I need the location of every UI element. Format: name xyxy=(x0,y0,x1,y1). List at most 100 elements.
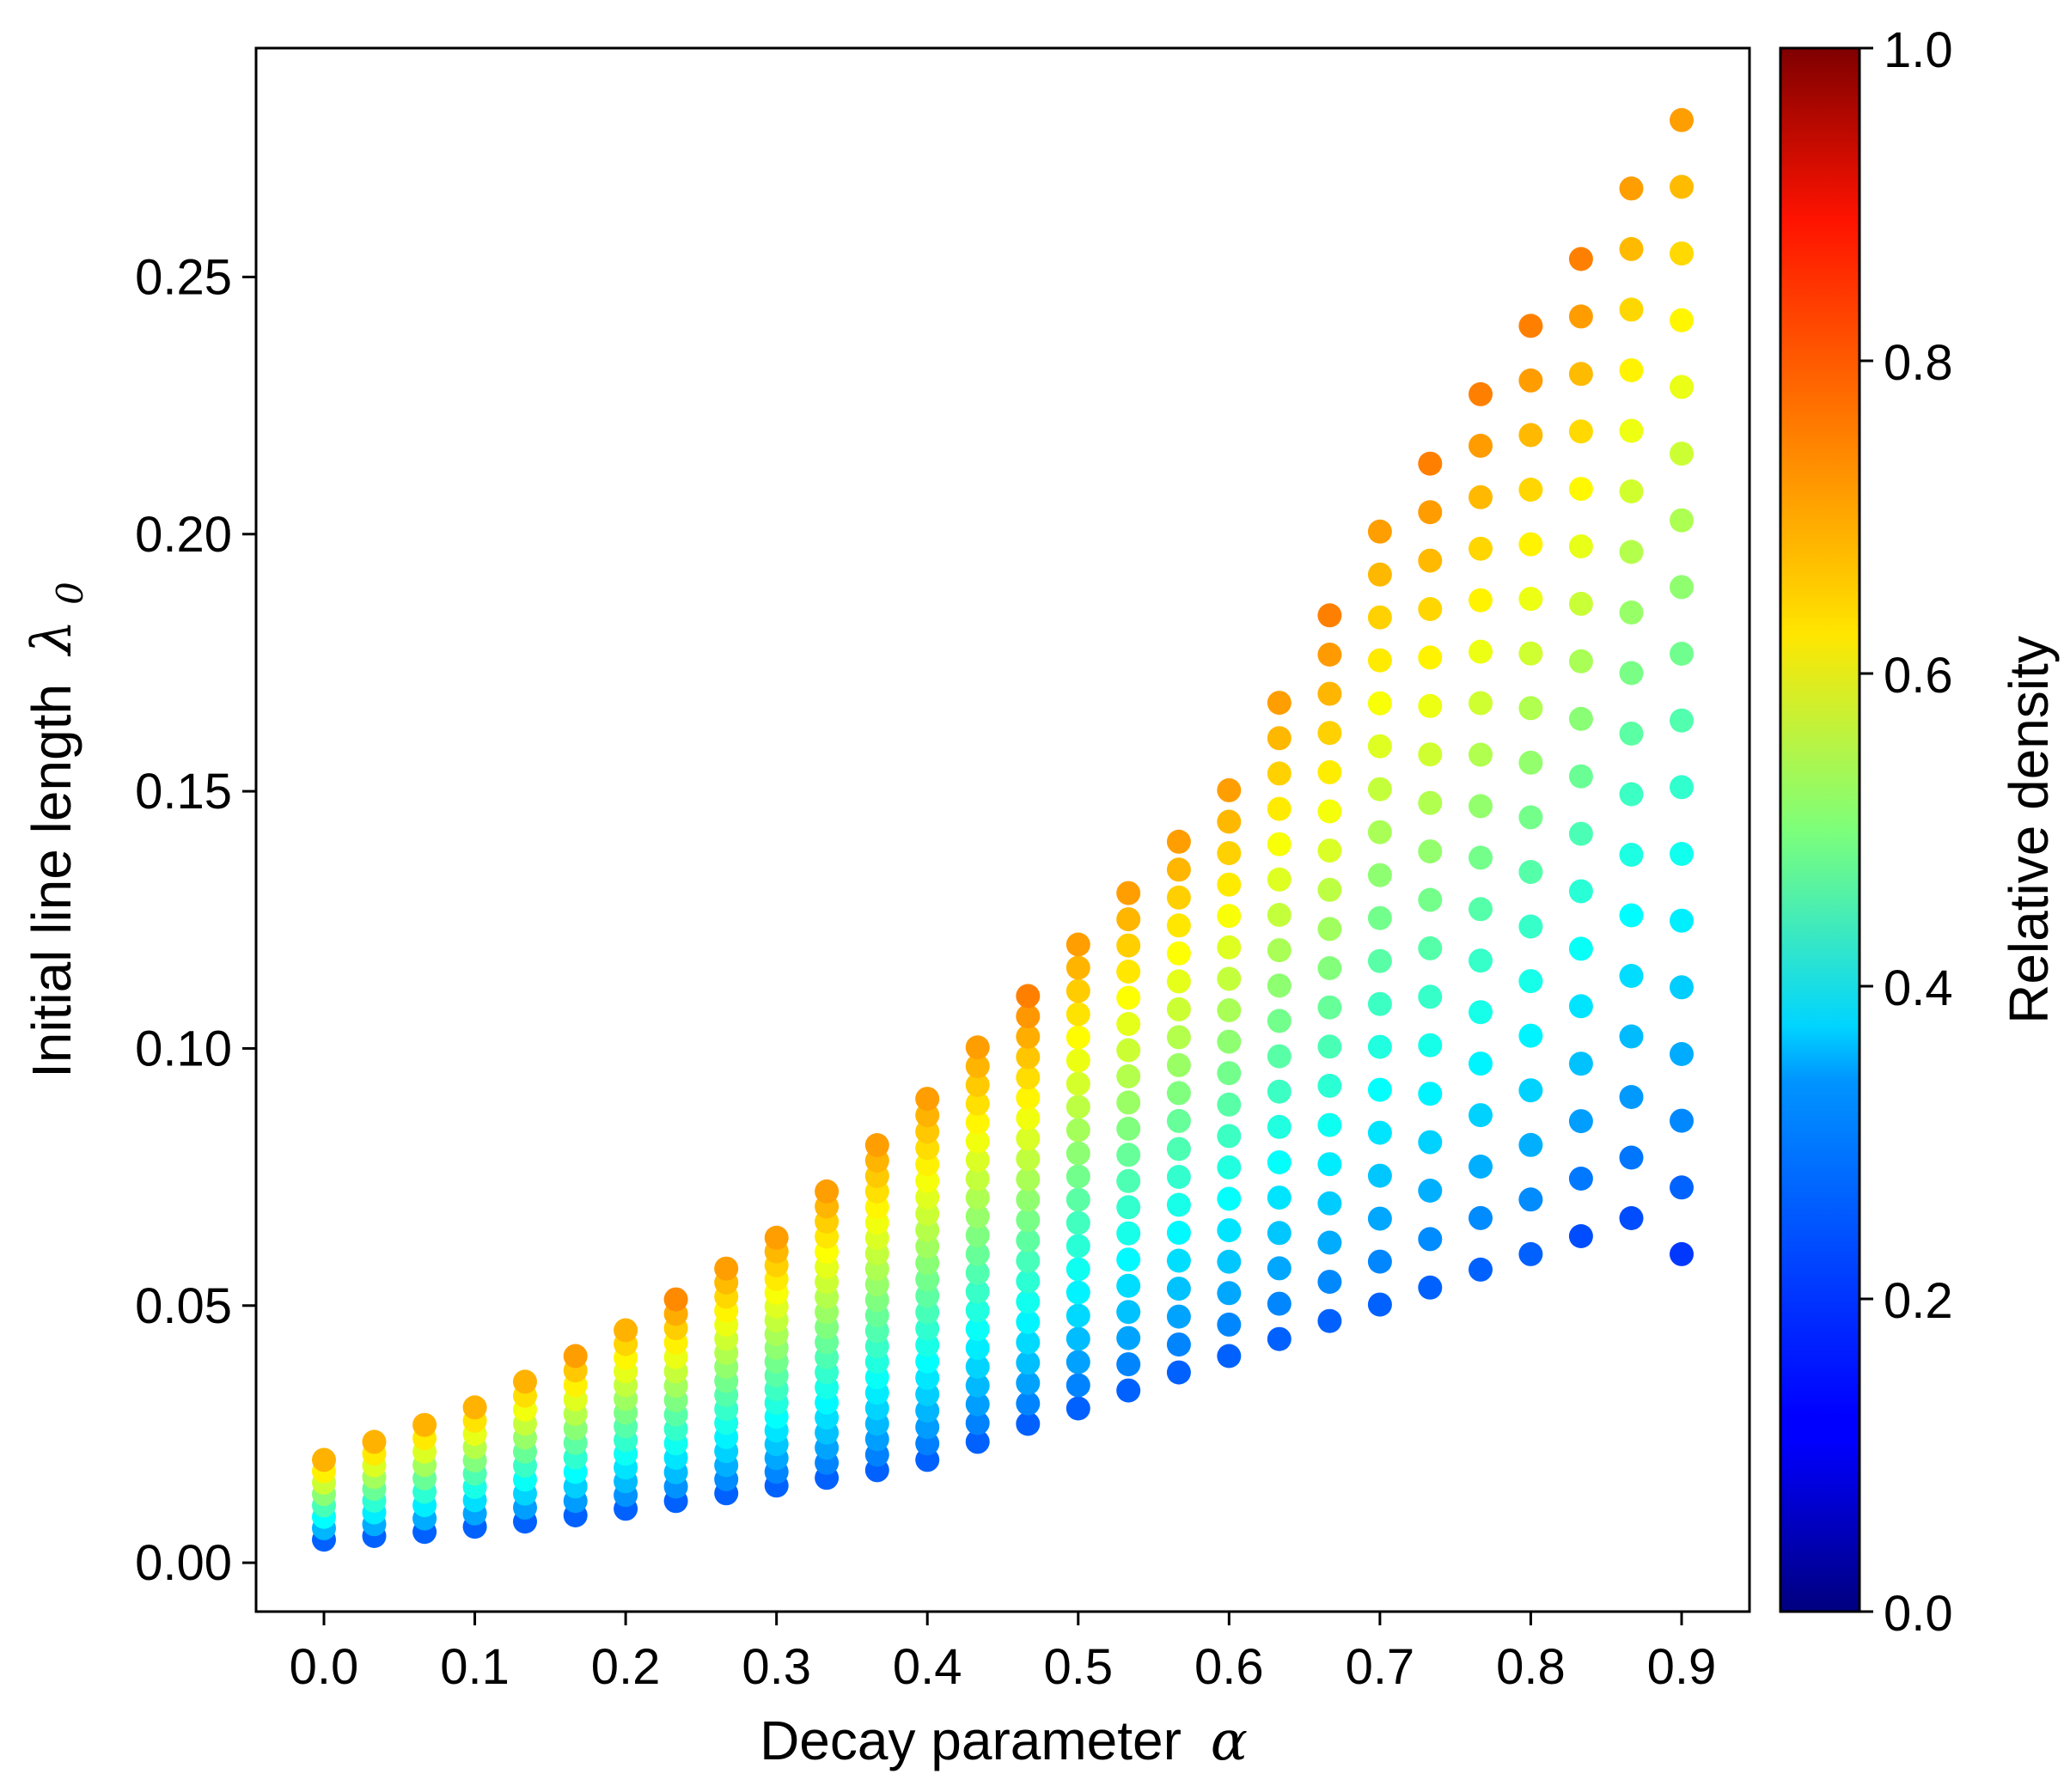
scatter-point xyxy=(1469,588,1493,613)
scatter-point xyxy=(965,1222,990,1247)
scatter-point xyxy=(1518,478,1543,502)
scatter-point xyxy=(965,1167,990,1192)
scatter-point xyxy=(1619,479,1644,503)
scatter-point xyxy=(1568,247,1593,271)
scatter-point xyxy=(1518,805,1543,830)
scatter-point xyxy=(1267,1326,1292,1351)
scatter-point xyxy=(1116,1168,1141,1193)
scatter-point xyxy=(1418,597,1443,621)
scatter-point xyxy=(1016,1330,1041,1355)
scatter-point xyxy=(1670,1175,1694,1200)
scatter-point xyxy=(965,1317,990,1342)
scatter-point xyxy=(1166,1081,1191,1106)
scatter-point xyxy=(1116,1378,1141,1403)
scatter-point xyxy=(1568,764,1593,789)
scatter-point xyxy=(1418,984,1443,1009)
scatter-point xyxy=(1670,1042,1694,1066)
scatter-point xyxy=(1518,696,1543,721)
scatter-point xyxy=(1568,1109,1593,1134)
scatter-point xyxy=(1619,600,1644,625)
scatter-point xyxy=(1317,799,1342,824)
x-tick-label: 0.0 xyxy=(290,1639,359,1695)
scatter-point xyxy=(915,1087,940,1112)
colorbar-tick-label: 0.6 xyxy=(1884,648,1953,704)
scatter-point xyxy=(965,1186,990,1210)
scatter-point xyxy=(1518,587,1543,612)
scatter-point xyxy=(1317,1270,1342,1295)
scatter-point xyxy=(1619,358,1644,382)
scatter-point xyxy=(1116,1326,1141,1350)
x-tick-label: 0.2 xyxy=(591,1639,661,1695)
scatter-point xyxy=(1469,794,1493,819)
scatter-point xyxy=(1116,933,1141,958)
x-axis-symbol: α xyxy=(1211,1710,1248,1773)
scatter-point xyxy=(1670,1108,1694,1133)
scatter-point xyxy=(1267,761,1292,786)
scatter-point xyxy=(1518,914,1543,939)
scatter-point xyxy=(1469,845,1493,870)
scatter-point xyxy=(1317,1230,1342,1255)
scatter-point xyxy=(1670,107,1694,132)
scatter-point xyxy=(1317,1191,1342,1216)
scatter-point xyxy=(1317,721,1342,746)
scatter-point xyxy=(1317,995,1342,1020)
scatter-point xyxy=(1016,1391,1041,1416)
scatter-point xyxy=(1267,938,1292,963)
scatter-point xyxy=(1016,1289,1041,1314)
scatter-point xyxy=(1518,750,1543,775)
scatter-point xyxy=(1568,821,1593,846)
scatter-point xyxy=(1469,948,1493,973)
scatter-point xyxy=(1016,1208,1041,1233)
scatter-point xyxy=(1217,966,1242,991)
scatter-point xyxy=(1367,777,1392,802)
scatter-point xyxy=(1317,1112,1342,1137)
scatter-point xyxy=(1568,1051,1593,1076)
y-tick-label: 0.15 xyxy=(135,764,232,820)
colorbar-gradient xyxy=(1780,48,1859,1612)
scatter-point xyxy=(1469,1257,1493,1282)
y-tick-label: 0.10 xyxy=(135,1021,232,1076)
scatter-point xyxy=(1619,782,1644,807)
scatter-point xyxy=(1217,998,1242,1022)
scatter-point xyxy=(1469,1051,1493,1076)
scatter-point xyxy=(1166,885,1191,910)
scatter-point xyxy=(1418,790,1443,815)
scatter-point xyxy=(1217,935,1242,960)
scatter-point xyxy=(1418,693,1443,718)
scatter-point xyxy=(1568,477,1593,502)
scatter-point xyxy=(1518,532,1543,557)
scatter-point xyxy=(1016,1248,1041,1273)
x-axis-label-text: Decay parameter xyxy=(760,1710,1182,1771)
x-tick-label: 0.5 xyxy=(1043,1639,1113,1695)
scatter-point xyxy=(1367,1120,1392,1145)
y-tick-label: 0.05 xyxy=(135,1278,232,1334)
scatter-point xyxy=(1367,1249,1392,1274)
scatter-point xyxy=(1317,1034,1342,1059)
scatter-point xyxy=(1267,973,1292,998)
scatter-point xyxy=(1317,603,1342,628)
scatter-point xyxy=(1166,1360,1191,1385)
scatter-point xyxy=(965,1054,990,1079)
colorbar-tick-label: 0.0 xyxy=(1884,1586,1953,1642)
scatter-point xyxy=(1568,936,1593,961)
scatter-point xyxy=(1518,1241,1543,1266)
scatter-point xyxy=(1670,975,1694,1000)
scatter-point xyxy=(1619,1024,1644,1049)
scatter-point xyxy=(1267,1150,1292,1174)
scatter-point xyxy=(1016,1004,1041,1029)
scatter-point xyxy=(1418,1227,1443,1252)
scatter-point xyxy=(1619,176,1644,201)
y-tick-label: 0.20 xyxy=(135,507,232,563)
y-axis-symbol: λ xyxy=(21,620,84,658)
scatter-point xyxy=(1016,1350,1041,1375)
scatter-point xyxy=(1367,862,1392,887)
scatter-point xyxy=(1267,726,1292,751)
scatter-point xyxy=(1016,1147,1041,1172)
scatter-point xyxy=(1066,1187,1090,1212)
scatter-point xyxy=(1267,1221,1292,1246)
scatter-point xyxy=(764,1225,789,1250)
scatter-point xyxy=(1116,1143,1141,1167)
scatter-point xyxy=(1217,1061,1242,1086)
scatter-point xyxy=(1619,1206,1644,1230)
